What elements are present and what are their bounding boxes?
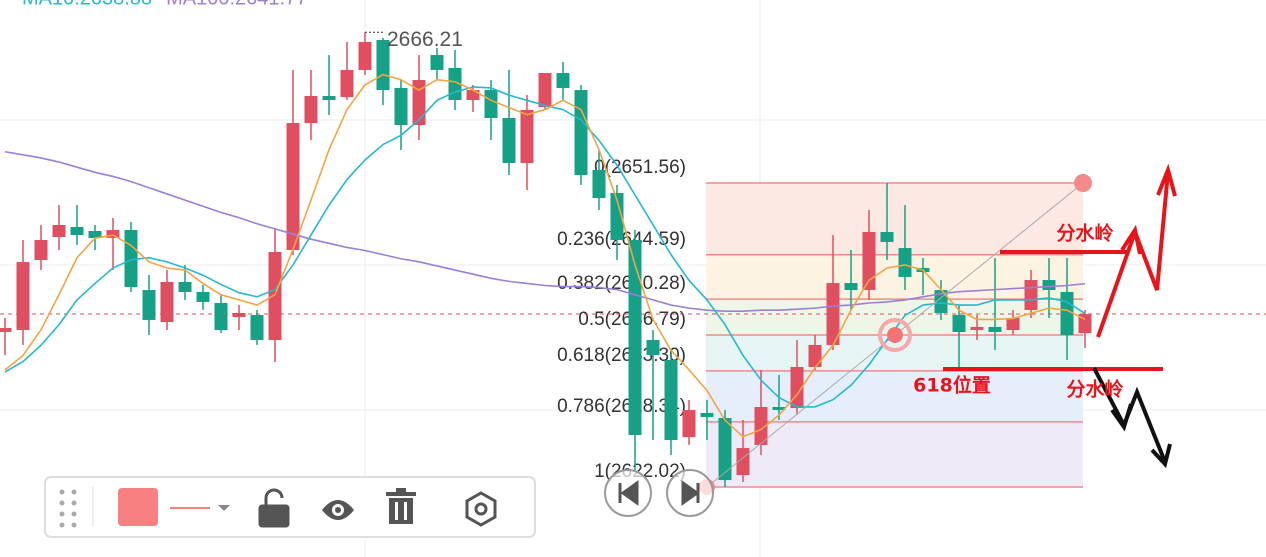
delete-button[interactable]	[386, 488, 416, 524]
candle-body	[232, 312, 246, 317]
candle-body	[250, 315, 264, 341]
candle-body	[376, 40, 390, 91]
legend-entry: MA100:2641.77	[166, 0, 307, 9]
candle-body	[718, 418, 732, 481]
candle-body	[196, 291, 210, 302]
candle-body	[16, 262, 30, 331]
replay-back-icon	[618, 480, 639, 506]
candle-body	[646, 340, 660, 356]
fib-handle	[887, 327, 903, 343]
candle-body	[556, 73, 570, 88]
fib-band	[706, 370, 1083, 422]
settings-button[interactable]	[465, 491, 497, 527]
overlay-layer: 分水岭 618位置 分水岭	[44, 28, 1177, 538]
candle-body	[178, 281, 192, 292]
visibility-button[interactable]	[322, 500, 354, 520]
candle-body	[628, 240, 642, 435]
candle-body	[88, 230, 102, 238]
drawn-arrow	[1096, 171, 1170, 338]
candle-body	[484, 90, 498, 119]
arrow-head	[1110, 403, 1133, 432]
candle-body	[322, 95, 336, 101]
legend-entry: MA10:2638.88	[22, 0, 152, 9]
candle-body	[214, 302, 228, 331]
candle-body	[520, 109, 534, 163]
candle-body	[430, 55, 444, 70]
candle-body	[988, 326, 1002, 332]
replay-forward-icon	[681, 480, 700, 506]
candle-body	[448, 68, 462, 101]
fib-handle[interactable]	[878, 318, 912, 352]
dropdown-caret[interactable]	[218, 505, 230, 511]
ma-line	[4, 150, 1086, 313]
ma-line	[4, 86, 1086, 408]
candle-body	[592, 169, 606, 199]
max-price-label: 2666.21	[387, 28, 463, 51]
candle-body	[664, 359, 678, 441]
candle-body	[466, 90, 480, 101]
candle-body	[340, 69, 354, 98]
candle-body	[880, 231, 894, 242]
candle-layer	[0, 32, 1092, 487]
candle-body	[502, 118, 516, 163]
candle-body	[358, 41, 372, 70]
candle-body	[52, 225, 66, 238]
candle-body	[700, 412, 714, 417]
candle-body	[412, 80, 426, 126]
annotation: 分水岭	[1056, 222, 1113, 245]
candle-body	[304, 95, 318, 124]
candle-body	[1006, 318, 1020, 331]
candle-body	[142, 290, 156, 320]
candle-body	[574, 90, 588, 176]
candle-body	[898, 248, 912, 277]
arrow-head	[1120, 224, 1142, 255]
candle-body	[34, 240, 48, 260]
fib-band	[706, 254, 1083, 300]
candle-body	[808, 344, 822, 367]
ma-line	[4, 73, 1086, 438]
candle-body	[862, 231, 876, 291]
candle-body	[844, 283, 858, 291]
candle-body	[286, 123, 300, 251]
candle-body	[952, 315, 966, 332]
fib-band	[706, 421, 1083, 487]
lock-button[interactable]	[258, 488, 290, 528]
fib-level-label: 0.786(2628.34)	[557, 396, 686, 417]
ma-layer	[4, 73, 1086, 438]
fib-handle[interactable]	[1074, 174, 1092, 192]
arrow-head	[1150, 443, 1172, 469]
arrow-head	[1156, 163, 1177, 197]
candle-body	[682, 409, 696, 438]
drag-handle[interactable]	[59, 489, 77, 528]
candle-body	[610, 193, 624, 241]
color-picker[interactable]	[118, 488, 158, 526]
candle-body	[268, 251, 282, 341]
candle-body	[754, 406, 768, 445]
candle-body	[1078, 313, 1092, 334]
candle-body	[394, 87, 408, 126]
candle-body	[70, 226, 84, 235]
legend: MA10:2638.88 MA100:2641.77	[22, 0, 307, 9]
candle-body	[538, 73, 552, 107]
candle-body	[1024, 280, 1038, 310]
fib-level-label: 0.382(2640.28)	[557, 273, 686, 294]
annotation: 分水岭	[1066, 378, 1123, 401]
candle-body	[106, 230, 120, 238]
candle-body	[826, 283, 840, 345]
candle-body	[1042, 280, 1056, 291]
fib-band	[706, 183, 1083, 255]
candle-body	[1060, 291, 1074, 335]
fib-level-label: 0(2651.56)	[594, 157, 686, 178]
annotation: 618位置	[913, 374, 991, 397]
candle-body	[160, 281, 174, 323]
candle-body	[0, 327, 12, 332]
candle-body	[970, 326, 984, 331]
candle-body	[772, 406, 786, 410]
